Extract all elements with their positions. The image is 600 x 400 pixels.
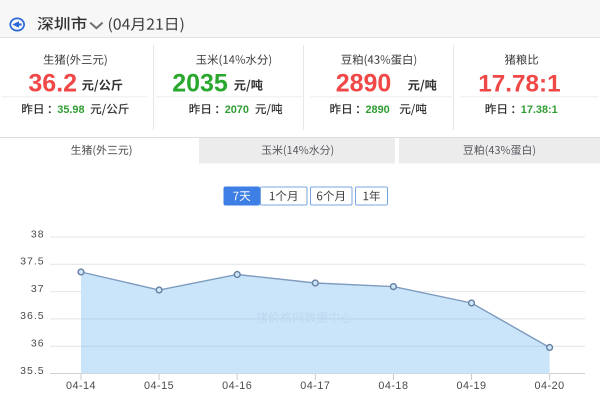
svg-text:36.5: 36.5	[20, 310, 44, 322]
svg-text:35.5: 35.5	[20, 365, 44, 377]
svg-text:37.5: 37.5	[20, 256, 44, 268]
svg-text:2070: 2070	[225, 104, 249, 116]
svg-text:37: 37	[31, 283, 45, 295]
svg-text:04-18: 04-18	[378, 380, 408, 392]
svg-text:2035: 2035	[172, 69, 228, 97]
svg-text:36.2: 36.2	[28, 69, 77, 97]
svg-text:04-15: 04-15	[144, 380, 174, 392]
svg-text:04-19: 04-19	[456, 380, 486, 392]
svg-text:38: 38	[31, 228, 45, 240]
svg-text:36: 36	[31, 338, 45, 350]
svg-text:04-20: 04-20	[535, 380, 565, 392]
svg-text:04-16: 04-16	[222, 380, 252, 392]
svg-text:17.78:1: 17.78:1	[478, 70, 560, 97]
svg-text:04-17: 04-17	[300, 380, 330, 392]
svg-text:2890: 2890	[336, 69, 392, 97]
svg-text:17.38:1: 17.38:1	[521, 104, 558, 116]
svg-text:2890: 2890	[366, 104, 390, 116]
svg-text:35.98: 35.98	[57, 104, 84, 116]
svg-text:04-14: 04-14	[66, 380, 96, 392]
